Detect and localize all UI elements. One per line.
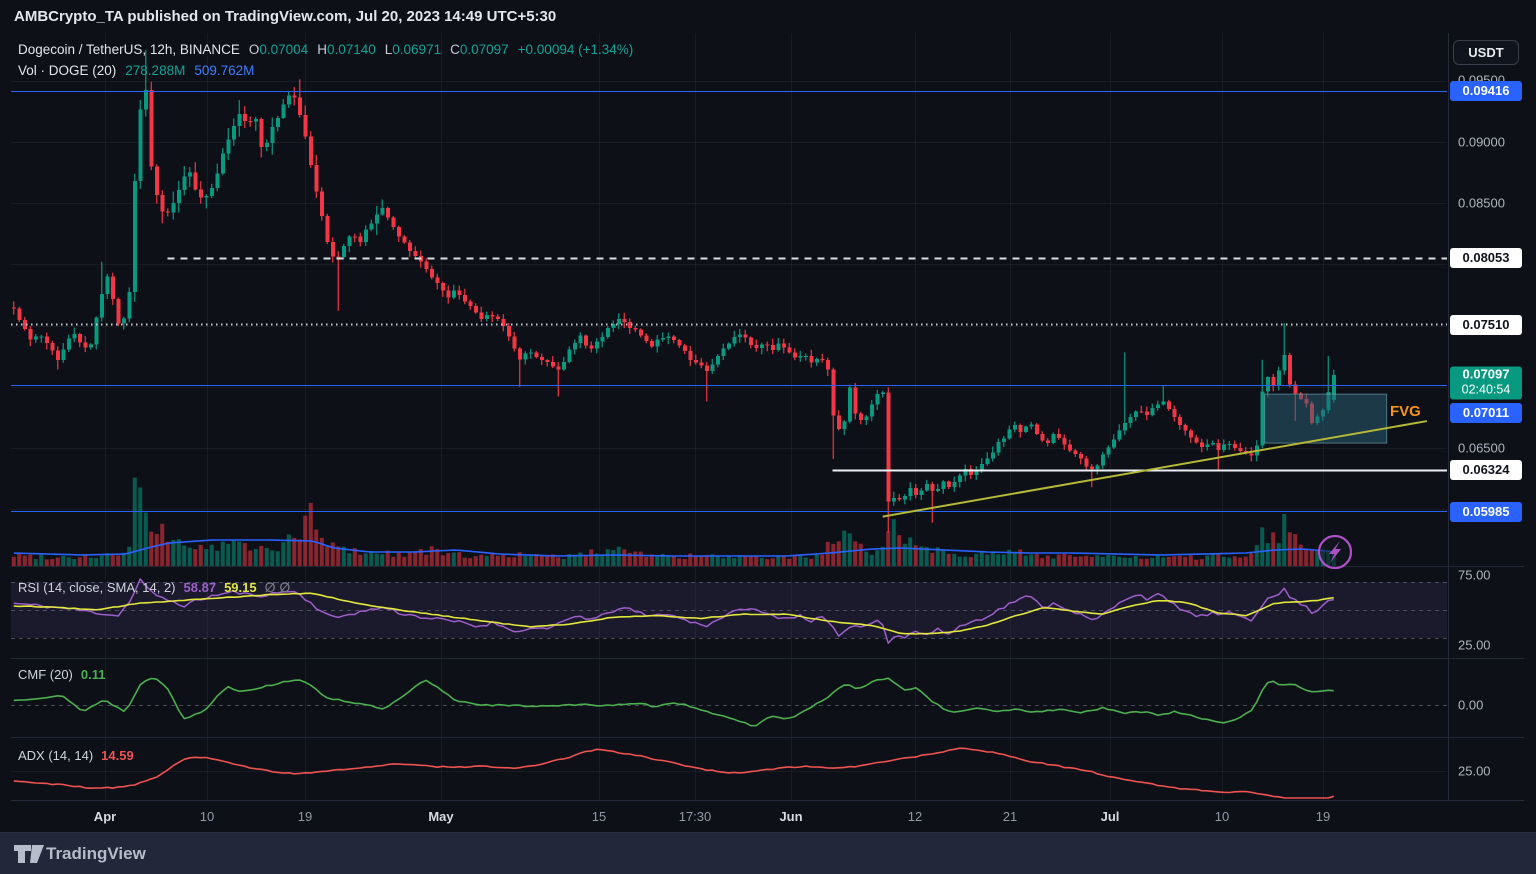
fvg-annotation[interactable]: FVG xyxy=(1390,403,1421,420)
time-tick: Jul xyxy=(1100,809,1120,824)
ohlc-values: O0.07004 H0.07140 L0.06971 C0.07097 xyxy=(249,42,509,57)
price-line-label: 0.05985 xyxy=(1450,502,1522,522)
volume-label[interactable]: Vol · DOGE (20) xyxy=(18,63,117,78)
time-tick: 10 xyxy=(1214,809,1230,824)
time-axis[interactable]: Apr 10 19 May 15 17:30 Jun 12 21 Jul 10 19 xyxy=(11,800,1524,833)
rsi-hidden-icons[interactable]: Ø Ø xyxy=(264,579,291,595)
price-line-label: 0.06324 xyxy=(1450,460,1522,480)
rsi-legend[interactable]: RSI (14, close, SMA, 14, 2) 58.87 59.15 … xyxy=(18,579,290,595)
current-price-label: 0.07097 02:40:54 xyxy=(1450,366,1522,400)
price-tick: 0.00 xyxy=(1458,697,1484,713)
time-tick: 12 xyxy=(907,809,923,824)
price-scale[interactable]: USDT 0.09500 0.09000 0.08500 0.06500 75.00 25… xyxy=(1448,33,1525,800)
time-tick: 17:30 xyxy=(678,809,712,824)
time-tick: 10 xyxy=(199,809,215,824)
adx-label[interactable]: ADX (14, 14) xyxy=(18,748,94,763)
attribution-bar: AMBCrypto_TA published on TradingView.co… xyxy=(0,0,1536,33)
cmf-value: 0.11 xyxy=(80,667,106,682)
ohlc-c: C0.07097 xyxy=(450,42,509,57)
price-tick: 25.00 xyxy=(1458,637,1491,653)
price-tick: 0.09000 xyxy=(1458,134,1505,150)
footer-brand[interactable]: TradingView xyxy=(46,844,146,863)
tradingview-logo-icon[interactable] xyxy=(14,844,44,864)
volume-legend[interactable]: Vol · DOGE (20) 278.288M 509.762M xyxy=(18,63,254,78)
footer-bar: TradingView xyxy=(0,832,1536,874)
attribution-text: AMBCrypto_TA published on TradingView.co… xyxy=(14,8,557,25)
volume-value: 278.288M xyxy=(125,63,186,78)
ohlc-h: H0.07140 xyxy=(317,42,376,57)
price-tick: 0.08500 xyxy=(1458,195,1505,211)
cmf-label[interactable]: CMF (20) xyxy=(18,667,73,682)
ohlc-l: L0.06971 xyxy=(384,42,442,57)
symbol-legend[interactable]: Dogecoin / TetherUS, 12h, BINANCE O0.070… xyxy=(18,42,633,57)
adx-legend[interactable]: ADX (14, 14) 14.59 xyxy=(18,748,134,763)
rsi-ma-value: 59.15 xyxy=(224,579,257,595)
change-value: +0.00094 (+1.34%) xyxy=(517,42,634,57)
currency-toggle-button[interactable]: USDT xyxy=(1453,40,1519,65)
volume-ma-value: 509.762M xyxy=(194,63,255,78)
rsi-value: 58.87 xyxy=(183,579,217,595)
price-line-label: 0.07510 xyxy=(1450,315,1522,335)
adx-value: 14.59 xyxy=(101,748,134,763)
time-tick: 15 xyxy=(591,809,607,824)
time-tick: 21 xyxy=(1002,809,1018,824)
symbol-title[interactable]: Dogecoin / TetherUS, 12h, BINANCE xyxy=(18,42,240,57)
price-tick: 25.00 xyxy=(1458,763,1491,779)
time-tick: 19 xyxy=(1315,809,1331,824)
time-tick: May xyxy=(428,809,454,824)
price-line-label: 0.08053 xyxy=(1450,248,1522,268)
cmf-legend[interactable]: CMF (20) 0.11 xyxy=(18,667,105,682)
price-tick: 75.00 xyxy=(1458,567,1491,583)
time-tick: Apr xyxy=(93,809,117,824)
time-tick: 19 xyxy=(297,809,313,824)
price-tick: 0.06500 xyxy=(1458,440,1505,456)
rsi-label[interactable]: RSI (14, close, SMA, 14, 2) xyxy=(18,579,176,595)
price-line-label: 0.09416 xyxy=(1450,81,1522,101)
time-tick: Jun xyxy=(779,809,803,824)
price-line-label: 0.07011 xyxy=(1450,403,1522,423)
ohlc-o: O0.07004 xyxy=(248,42,309,57)
